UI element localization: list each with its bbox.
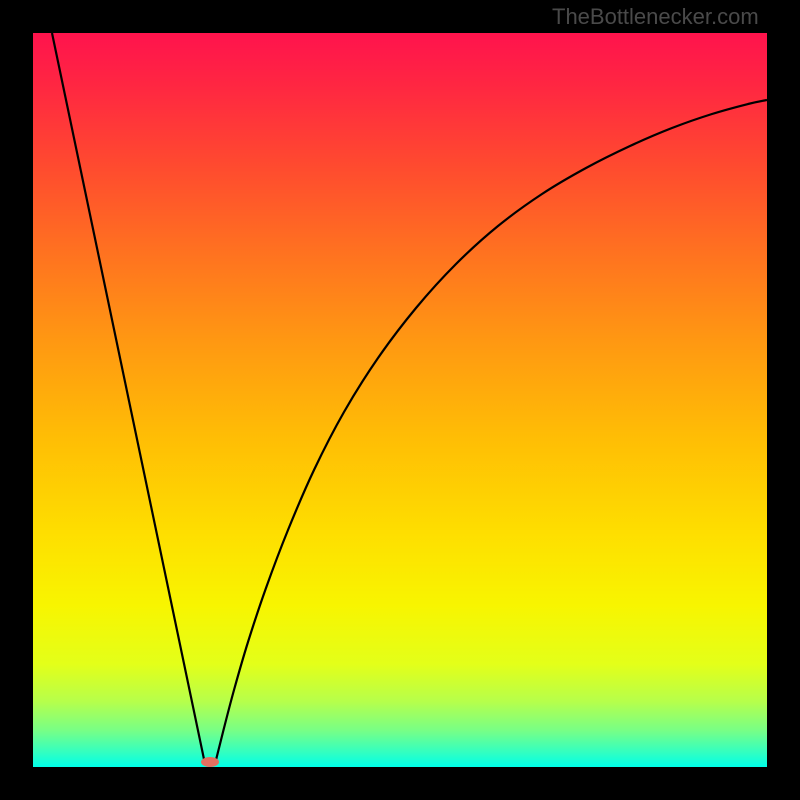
plot-area bbox=[33, 33, 767, 767]
watermark-text: TheBottlenecker.com bbox=[552, 4, 759, 30]
curve-layer bbox=[33, 33, 767, 767]
curve-left-line bbox=[52, 33, 205, 764]
curve-right-path bbox=[215, 100, 767, 764]
bottleneck-marker bbox=[201, 757, 219, 767]
chart-container: TheBottlenecker.com bbox=[0, 0, 800, 800]
